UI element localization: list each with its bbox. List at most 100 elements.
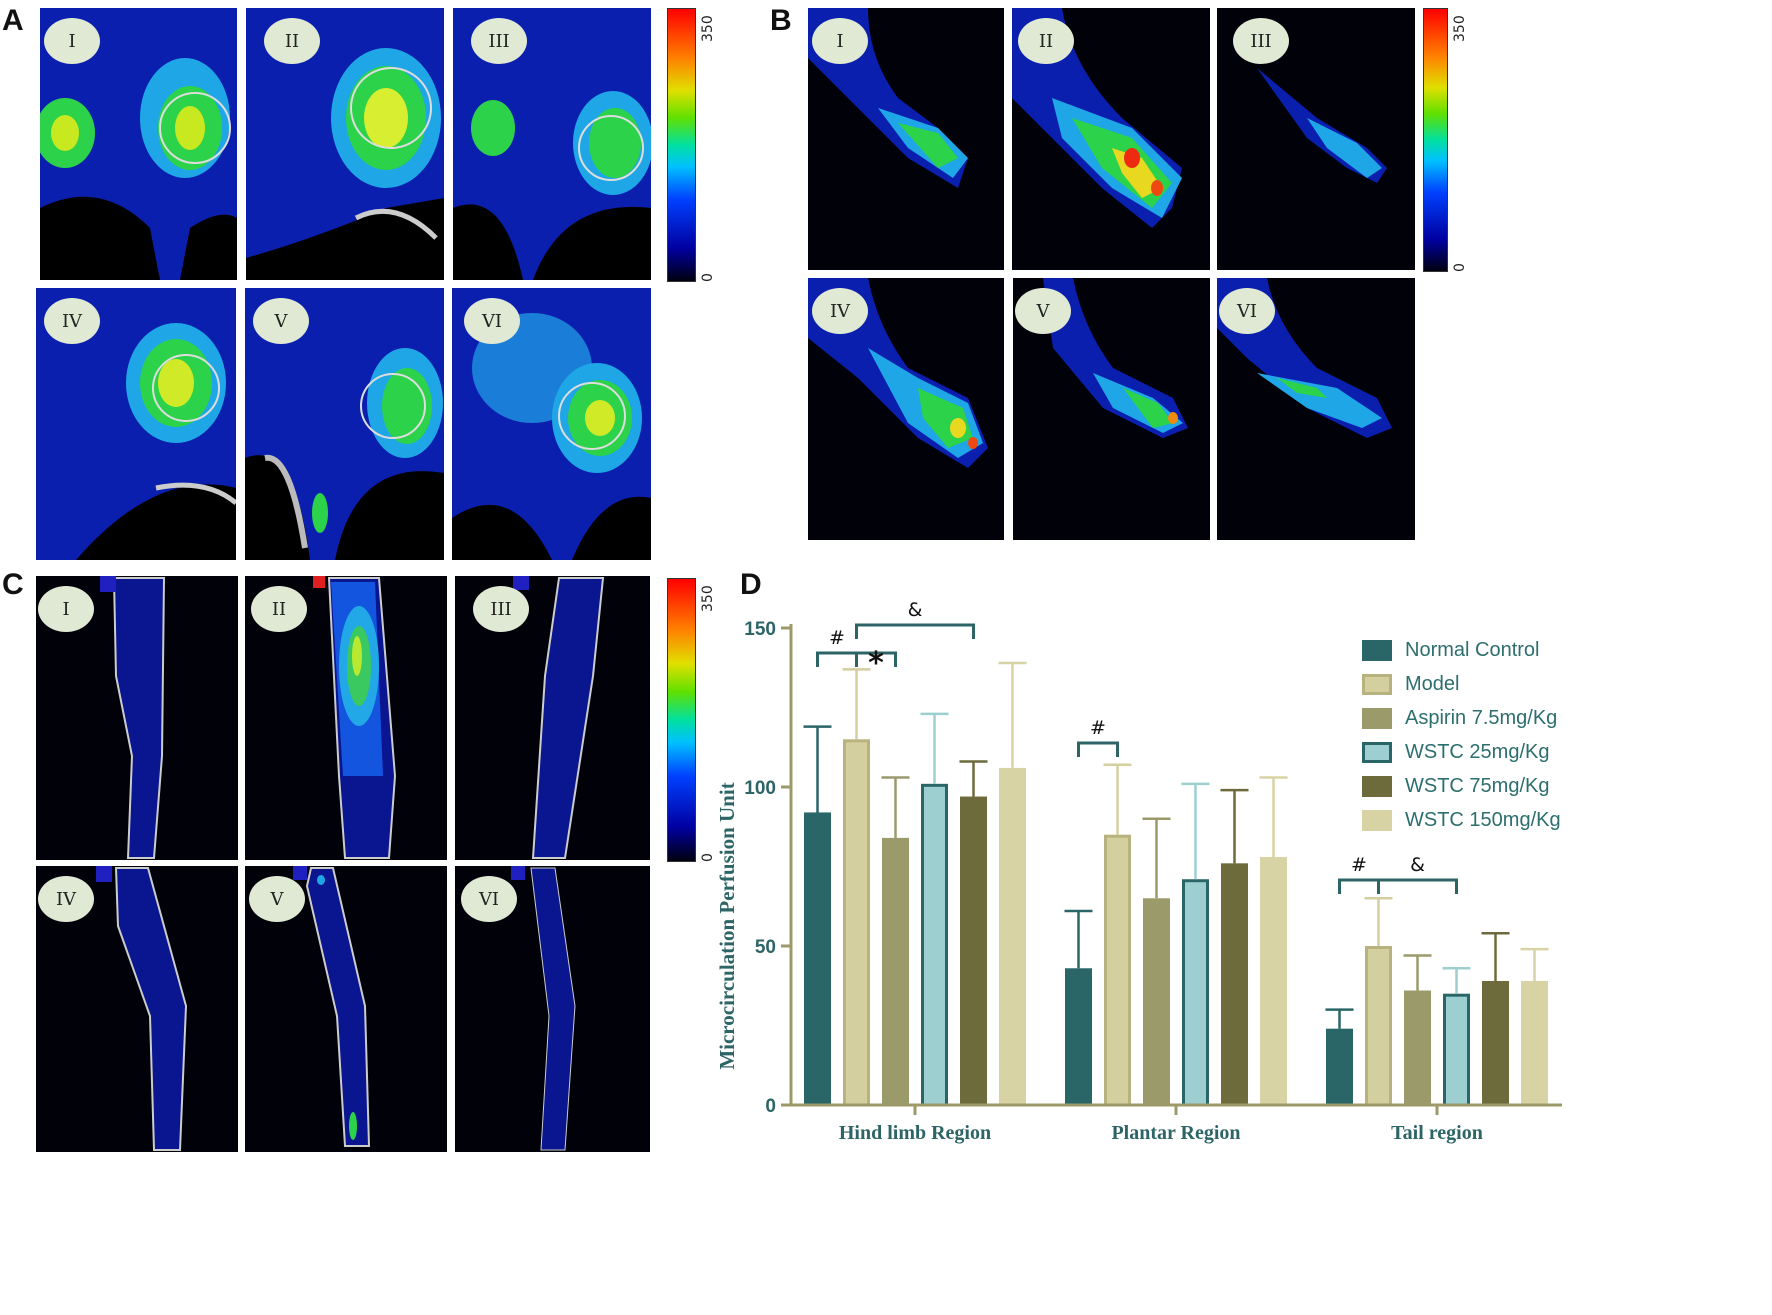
panel-letter-d: D [740,568,762,601]
y-tick-label: 0 [765,1096,776,1117]
panel-a-image-4: IV [36,288,236,560]
group-label: VI [461,876,517,922]
bar [1443,993,1470,1107]
panel-c-image-2: II [245,576,447,860]
panel-b-image-1: I [808,8,1004,270]
y-axis-label: Microcirculation Perfusion Unit [715,782,739,1069]
panel-a-image-1: I [40,8,237,280]
thermal-image [293,866,371,1147]
bar [999,767,1026,1105]
panel-letter-a: A [2,4,24,37]
significance-marker: # [1351,854,1367,876]
panel-letter-b: B [770,4,792,37]
significance-marker: & [908,599,923,621]
bar [1065,968,1092,1105]
legend-label: WSTC 75mg/Kg [1405,775,1550,797]
panel-c-image-5: V [245,866,447,1152]
bar [1260,856,1287,1105]
panel-b-image-6: VI [1217,278,1415,540]
significance-bracket [855,651,897,667]
legend-label: Model [1405,673,1460,695]
group-label: II [1018,18,1074,64]
thermal-image [453,8,651,280]
bar [1482,980,1509,1105]
bar [1182,879,1209,1107]
panel-c-image-3: III [455,576,650,860]
group-label: IV [38,876,94,922]
panel-b-image-5: V [1013,278,1210,540]
y-tick-label: 50 [755,937,776,958]
legend-swatch [1362,708,1392,729]
group-label: II [251,586,307,632]
significance-marker: * [868,646,884,681]
legend-item: Aspirin 7.5mg/Kg [1362,707,1557,730]
panel-a-image-2: II [246,8,444,280]
significance-marker: # [829,627,845,649]
legend-item: WSTC 75mg/Kg [1362,775,1549,798]
significance-bracket [816,651,858,667]
legend-label: WSTC 150mg/Kg [1405,809,1561,831]
group-label: II [264,18,320,64]
legend-swatch [1362,776,1392,797]
legend-item: Normal Control [1362,639,1539,662]
thermal-image [96,866,188,1151]
bar [1143,898,1170,1105]
bar [882,837,909,1105]
thermal-image [513,576,605,859]
color-scale-bar [667,578,696,862]
thermal-image [452,288,651,560]
thermal-image [1012,8,1210,270]
color-scale-bar [1423,8,1448,272]
group-label: III [1233,18,1289,64]
bar [921,783,948,1107]
panel-letter-c: C [2,568,24,601]
legend-label: Aspirin 7.5mg/Kg [1405,707,1558,729]
thermal-image [100,576,166,859]
significance-bracket [1377,878,1458,894]
group-label: V [253,298,309,344]
bar [1221,863,1248,1105]
significance-bracket [1077,741,1119,757]
x-tick-label: Tail region [1391,1122,1483,1144]
significance-bracket [1338,878,1380,894]
group-label: VI [1219,288,1275,334]
group-label: IV [812,288,868,334]
bar [1404,990,1431,1105]
color-scale-bar [667,8,696,282]
group-label: I [44,18,100,64]
legend-swatch [1362,640,1392,661]
bar [1521,980,1548,1105]
group-label: IV [44,298,100,344]
panel-a-image-6: VI [452,288,651,560]
group-label: III [471,18,527,64]
group-label: I [38,586,94,632]
legend-swatch [1362,742,1392,763]
group-label: I [812,18,868,64]
panel-b-image-2: II [1012,8,1210,270]
group-label: V [1015,288,1071,334]
legend-item: Model [1362,673,1459,696]
legend-label: WSTC 25mg/Kg [1405,741,1550,763]
x-tick-label: Hind limb Region [839,1122,991,1144]
panel-b-image-4: IV [808,278,1004,540]
bar [1326,1028,1353,1105]
y-tick-label: 150 [744,619,776,640]
group-label: III [473,586,529,632]
legend-swatch [1362,810,1392,831]
y-tick-label: 100 [744,778,776,799]
significance-marker: & [1410,854,1425,876]
panel-c-image-6: VI [455,866,650,1152]
bar [843,739,870,1107]
significance-marker: # [1090,717,1106,739]
bar [1104,834,1131,1107]
panel-b-image-3: III [1217,8,1415,270]
panel-a-image-3: III [453,8,651,280]
panel-c-image-1: I [36,576,238,860]
bar [1365,946,1392,1107]
group-label: V [249,876,305,922]
bar [960,796,987,1105]
significance-bracket [855,623,975,639]
bar [804,812,831,1105]
thermal-image [313,576,397,859]
